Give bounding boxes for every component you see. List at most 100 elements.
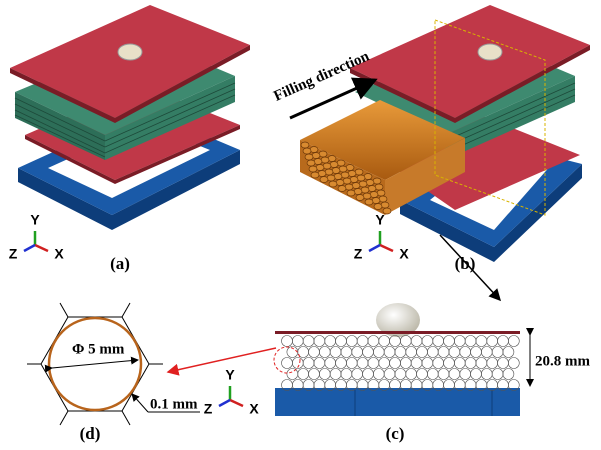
panel-label: (b) xyxy=(455,254,476,273)
cell xyxy=(507,357,520,369)
cell xyxy=(281,335,293,347)
cell xyxy=(351,346,364,358)
cell xyxy=(497,335,509,347)
tube-end xyxy=(310,171,320,179)
cell xyxy=(362,346,374,358)
cell xyxy=(410,335,423,347)
cell xyxy=(502,346,515,358)
tube-end xyxy=(355,194,365,201)
cell xyxy=(335,357,347,369)
panel-b: Filling direction xyxy=(272,5,590,302)
cell xyxy=(421,357,434,369)
cell xyxy=(486,357,499,369)
cell xyxy=(324,335,337,347)
cell xyxy=(308,346,320,358)
cell xyxy=(372,346,385,358)
cell xyxy=(480,368,493,380)
cell xyxy=(399,335,412,347)
tube-end xyxy=(382,207,392,215)
tube-end xyxy=(302,147,312,155)
cell xyxy=(356,357,369,369)
panel-label: (a) xyxy=(110,254,130,273)
z-axis-arrow xyxy=(218,398,231,408)
cell xyxy=(437,346,450,358)
axis-z: Z xyxy=(9,246,18,262)
cell xyxy=(383,346,396,358)
cell xyxy=(507,335,520,347)
cell xyxy=(507,379,520,391)
cell xyxy=(281,357,293,369)
cell xyxy=(302,335,315,347)
cell xyxy=(432,357,445,369)
axis-y: Y xyxy=(225,367,235,383)
tube-end xyxy=(337,185,347,192)
cell xyxy=(405,368,418,380)
axis-x: X xyxy=(249,401,259,417)
cell xyxy=(502,368,515,380)
cell xyxy=(340,346,353,358)
thickness: 0.1 mm xyxy=(150,396,198,412)
cell xyxy=(389,335,401,347)
cell xyxy=(302,357,315,369)
cell xyxy=(394,368,407,380)
tube-end xyxy=(300,141,310,149)
cell xyxy=(491,368,504,380)
cell xyxy=(389,357,401,369)
cell xyxy=(416,346,428,358)
cell xyxy=(372,368,385,380)
cell xyxy=(486,335,499,347)
cell xyxy=(453,335,466,347)
cell xyxy=(459,346,472,358)
cell xyxy=(437,368,450,380)
dimension: 20.8 mm xyxy=(535,353,590,369)
cell xyxy=(378,335,391,347)
cell xyxy=(480,346,493,358)
cell xyxy=(318,346,331,358)
cell xyxy=(421,335,434,347)
cell xyxy=(459,368,472,380)
cell xyxy=(464,357,477,369)
cell xyxy=(410,357,423,369)
axis-y: Y xyxy=(30,212,40,228)
axis-z: Z xyxy=(354,246,363,262)
panel-c: 20.8 mm xyxy=(166,303,590,416)
cell xyxy=(443,357,455,369)
cell xyxy=(497,357,509,369)
cell xyxy=(308,368,320,380)
cell xyxy=(405,346,418,358)
panel-label: (c) xyxy=(386,424,405,443)
z-axis-arrow xyxy=(23,243,36,253)
cell xyxy=(448,368,461,380)
cell xyxy=(426,346,439,358)
cell xyxy=(432,335,445,347)
cell xyxy=(367,357,380,369)
x-axis-arrow xyxy=(229,398,244,408)
tube-end xyxy=(328,180,338,188)
tube-end xyxy=(304,153,314,161)
cell xyxy=(475,335,488,347)
cell xyxy=(297,368,310,380)
cell xyxy=(453,357,466,369)
panel-label: (d) xyxy=(80,424,101,443)
annotation: Filling direction xyxy=(272,48,373,105)
cell xyxy=(367,335,380,347)
x-axis-arrow xyxy=(34,243,49,253)
cell xyxy=(291,335,304,347)
cell xyxy=(351,368,364,380)
cell xyxy=(470,346,482,358)
labels: (a) Y Z X (b) Y Z X (c) Y Z X (d) xyxy=(9,212,476,443)
z-axis-arrow xyxy=(368,243,381,253)
cell xyxy=(329,368,342,380)
axis-x: X xyxy=(54,246,64,262)
cell xyxy=(383,368,396,380)
cell xyxy=(335,335,347,347)
cell xyxy=(443,335,455,347)
cell xyxy=(491,346,504,358)
cell xyxy=(345,335,358,347)
axis-x: X xyxy=(399,246,409,262)
cell xyxy=(318,368,331,380)
cell xyxy=(470,368,482,380)
axis-z: Z xyxy=(204,401,213,417)
cell xyxy=(394,346,407,358)
